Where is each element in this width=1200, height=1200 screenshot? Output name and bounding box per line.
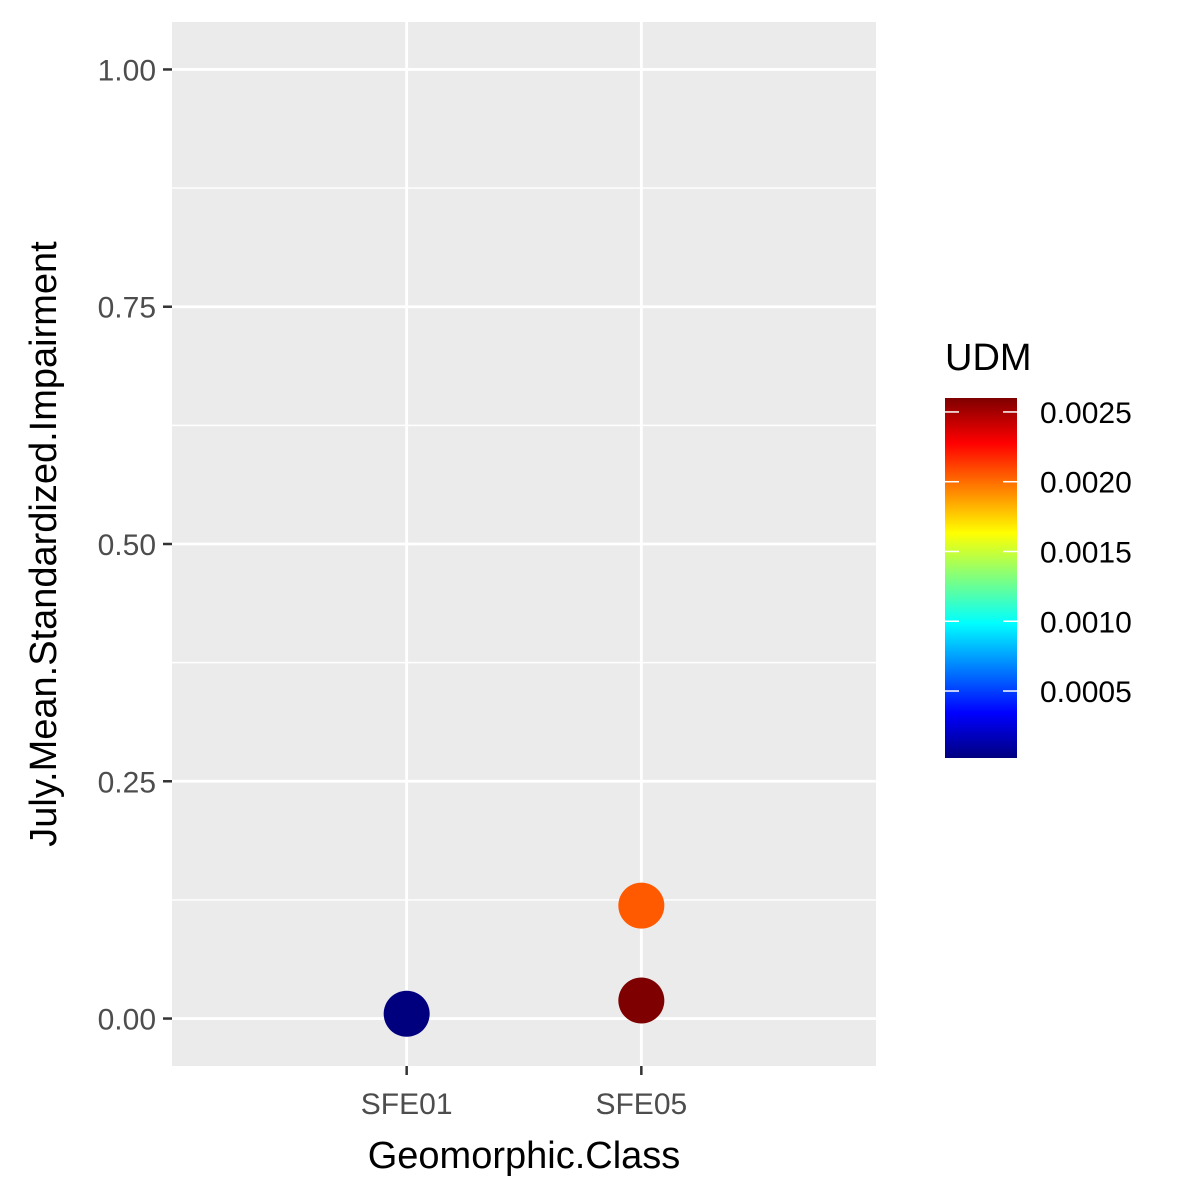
legend-title: UDM (945, 337, 1032, 379)
x-tick-label: SFE05 (595, 1088, 687, 1121)
y-tick-label: 0.00 (98, 1004, 156, 1037)
y-tick-label: 0.50 (98, 529, 156, 562)
colorbar-label: 0.0015 (1040, 536, 1132, 569)
x-axis: SFE01 SFE05 (361, 1066, 687, 1121)
minor-gridlines (172, 187, 876, 901)
colorbar-label: 0.0025 (1040, 397, 1132, 430)
data-point (383, 990, 430, 1037)
y-axis-title: July.Mean.Standardized.Impairment (23, 241, 65, 847)
data-point (618, 882, 665, 929)
colorbar-label: 0.0005 (1040, 676, 1132, 709)
x-tick-label: SFE01 (361, 1088, 453, 1121)
data-point (618, 977, 665, 1024)
color-legend: UDM 0.0005 0.0010 0.0015 0.0020 0.0025 (945, 337, 1132, 758)
y-tick-label: 0.25 (98, 766, 156, 799)
y-tick-label: 1.00 (98, 54, 156, 87)
y-tick-label: 0.75 (98, 292, 156, 325)
colorbar (945, 398, 1017, 758)
colorbar-label: 0.0010 (1040, 606, 1132, 639)
data-points (383, 882, 665, 1037)
colorbar-label: 0.0020 (1040, 467, 1132, 500)
x-axis-title: Geomorphic.Class (368, 1135, 681, 1177)
y-axis: 0.00 0.25 0.50 0.75 1.00 (98, 54, 172, 1037)
colorbar-ticks: 0.0005 0.0010 0.0015 0.0020 0.0025 (945, 397, 1132, 709)
